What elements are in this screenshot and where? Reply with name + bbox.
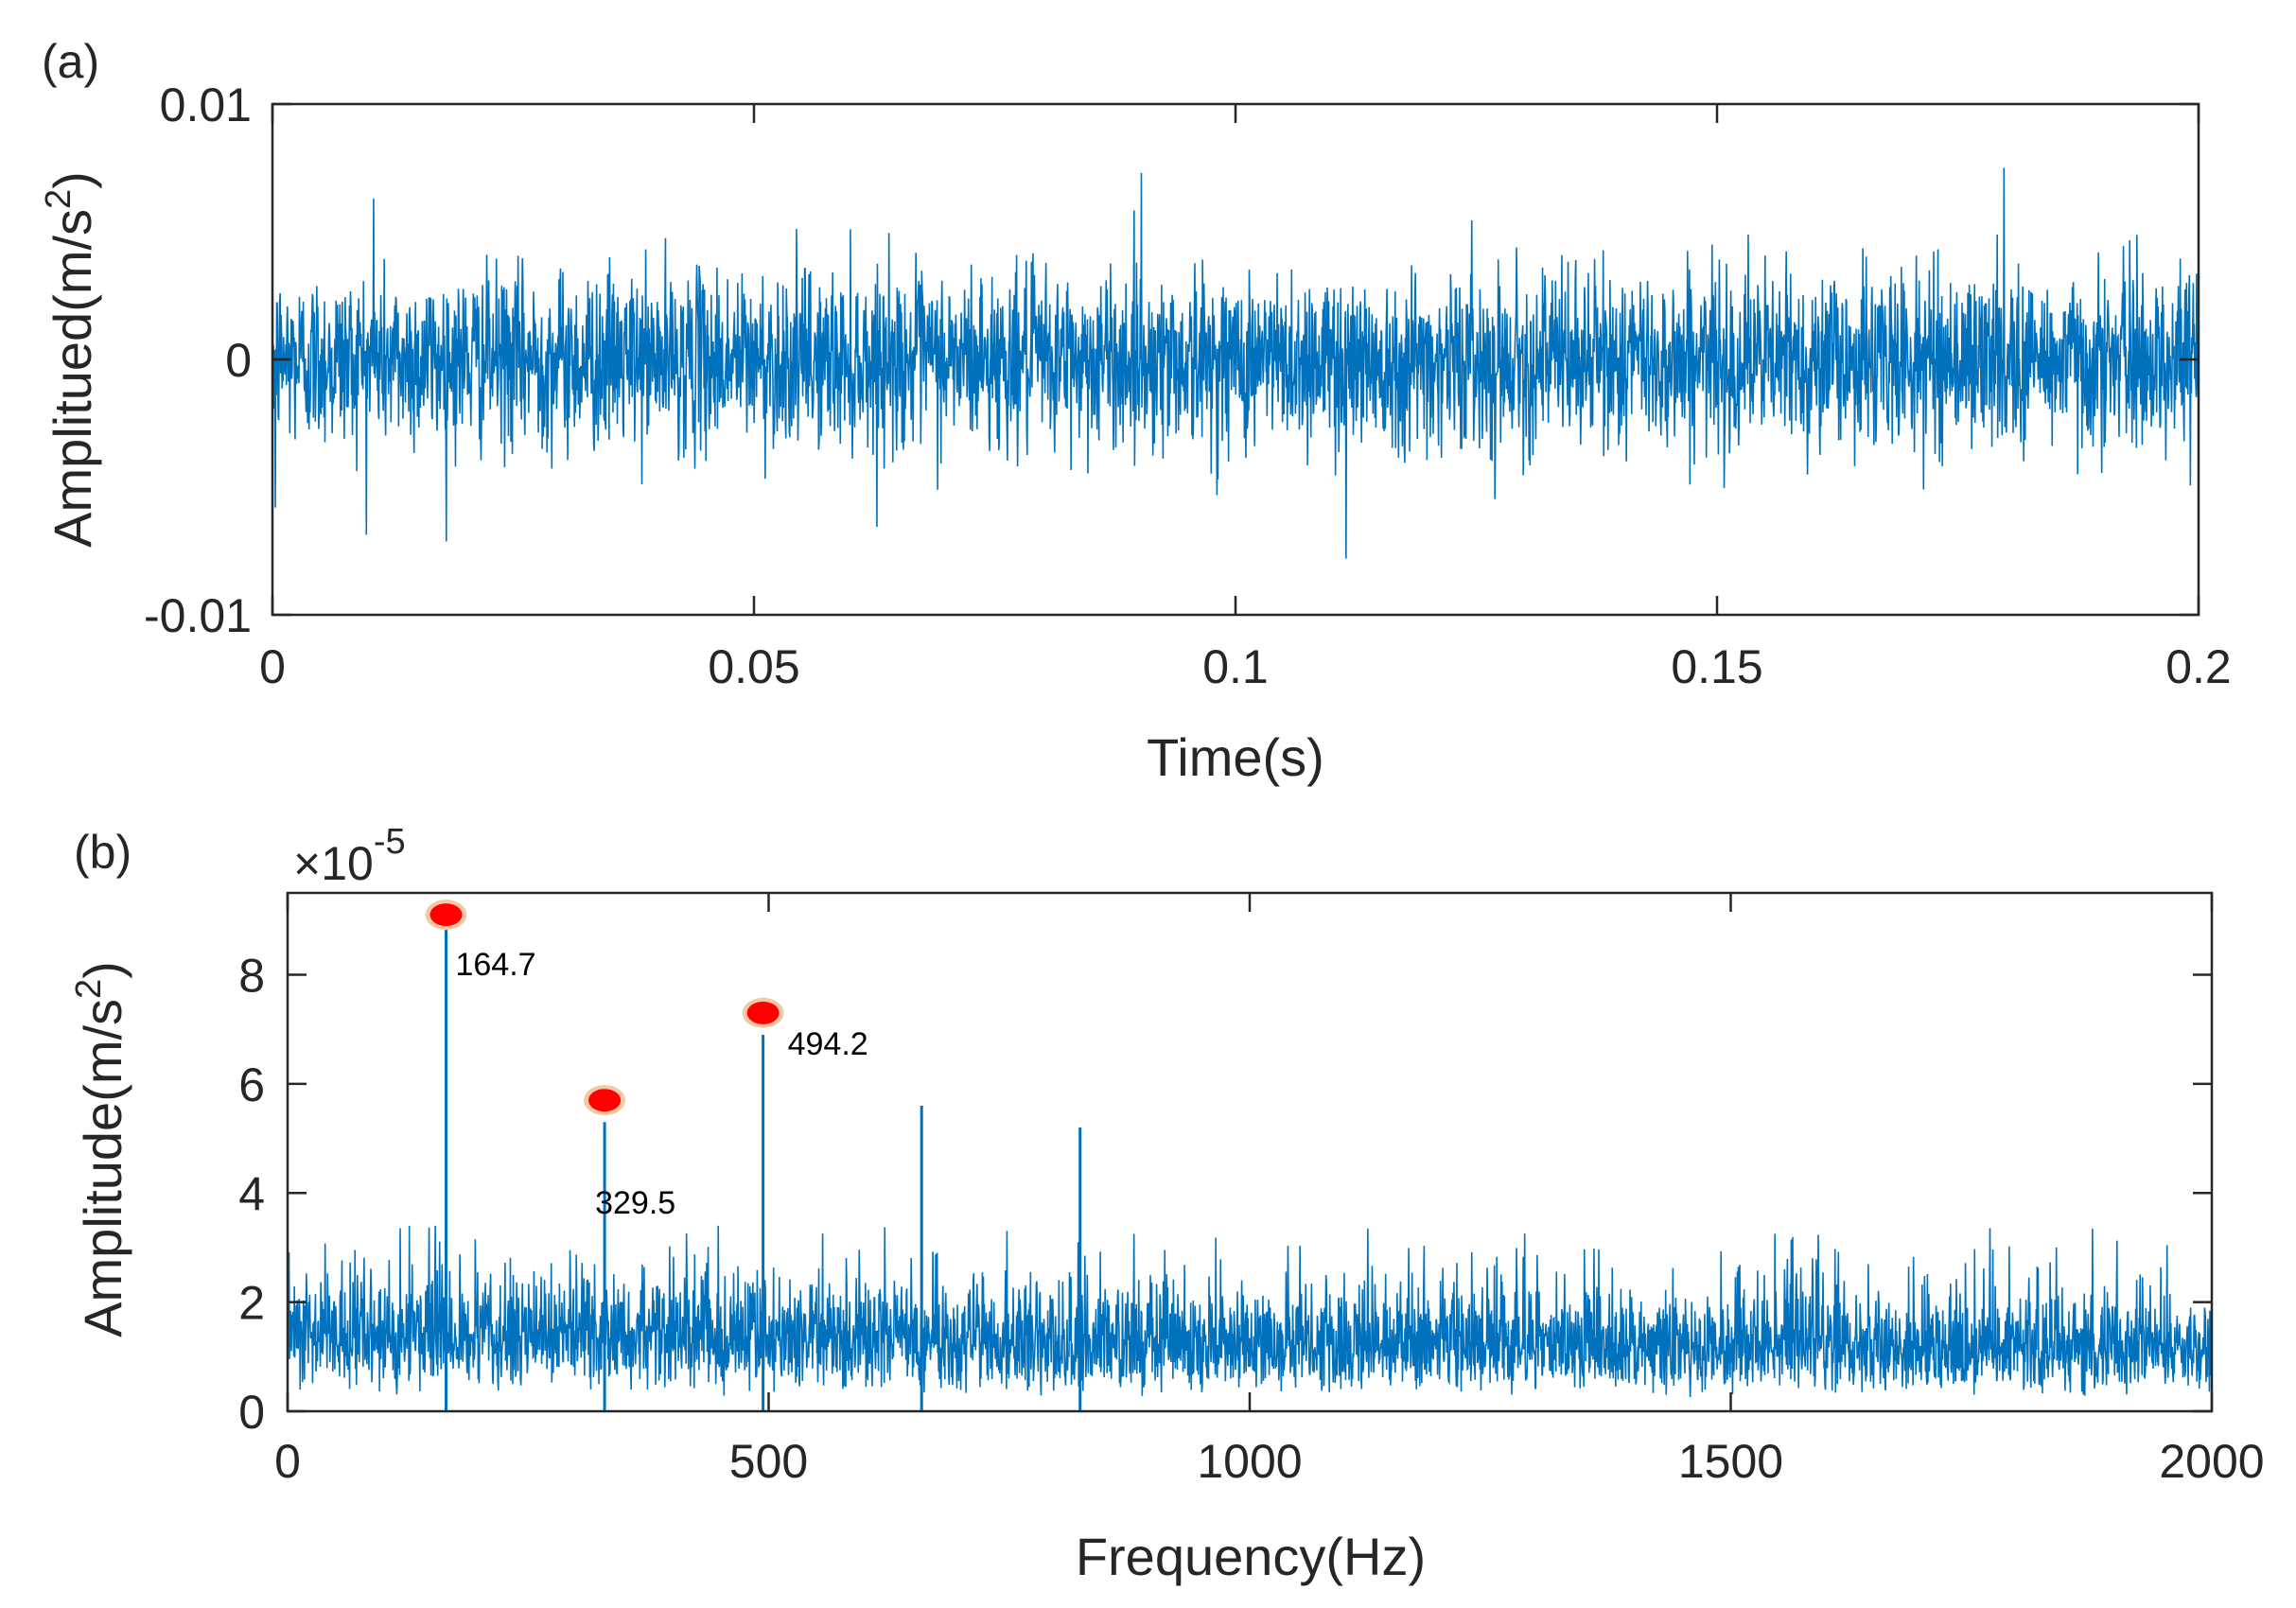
panel-b-x-tick-label: 500: [729, 1435, 808, 1488]
panel-a-y-axis-title: Amplitued(m/s2): [39, 171, 102, 548]
panel-b-x-tick-label: 0: [274, 1435, 301, 1488]
panel-a-x-axis-title: Time(s): [1147, 727, 1324, 787]
panel-b-y-tick-label: 4: [238, 1167, 265, 1220]
panel-b-axes-frame: [286, 891, 2214, 1413]
panel-a-axes-frame: [271, 102, 2200, 617]
panel-b-x-tick-label: 1000: [1197, 1435, 1302, 1488]
panel-b-y-title-base: Amplitude(m/s: [73, 999, 132, 1337]
panel-b-y-tick-label: 2: [238, 1277, 265, 1330]
panel-b-y-axis-title: Amplitude(m/s2): [69, 961, 132, 1337]
panel-b-y-tick-label: 6: [238, 1058, 265, 1111]
panel-a-x-tick-label: 0.2: [2165, 640, 2232, 693]
panel-a-y-tick-label: -0.01: [144, 589, 252, 642]
panel-b-peak-marker: [588, 1089, 622, 1112]
panel-b-peak-marker: [429, 903, 463, 927]
panel-a-y-title-sup: 2: [39, 189, 79, 209]
panel-b-exponent: ×10-5: [293, 822, 406, 890]
panel-b-exponent-base: ×10: [293, 837, 374, 890]
panel-a-y-title-end: ): [43, 171, 102, 189]
panel-b-x-axis-title: Frequency(Hz): [1076, 1527, 1426, 1586]
panel-a-y-title-base: Amplitued(m/s: [43, 209, 102, 548]
panel-b-peak-label: 164.7: [455, 947, 535, 983]
panel-b-peak-label: 329.5: [595, 1185, 675, 1221]
panel-b-spectrum-path: [288, 1225, 2212, 1397]
panel-b-x-tick-label: 2000: [2159, 1435, 2264, 1488]
panel-b-y-tick-label: 0: [238, 1386, 265, 1439]
panel-a-x-tick-label: 0.05: [708, 640, 799, 693]
panel-b-x-tick-label: 1500: [1678, 1435, 1783, 1488]
panel-b-peak-marker: [746, 1001, 780, 1024]
panel-a-x-tick-label: 0: [259, 640, 286, 693]
panel-a-y-tick-label: 0.01: [160, 79, 252, 131]
panel-a-label: (a): [42, 35, 99, 88]
panel-b: (b) ×10-5 0 500 1000 1500 2000 0 2 4 6 8 164.7 329…: [69, 822, 2265, 1586]
panel-b-tick-labels: 0 500 1000 1500 2000 0 2 4 6 8: [238, 950, 2264, 1488]
panel-a-signal-path: [272, 167, 2199, 559]
panel-b-spectrum-line: [288, 919, 2212, 1411]
panel-a-x-tick-label: 0.15: [1671, 640, 1762, 693]
panel-b-exponent-power: -5: [374, 822, 406, 862]
panel-b-y-title-end: ): [73, 961, 132, 979]
panel-a-signal-line: [272, 167, 2199, 559]
panel-b-peak-label: 494.2: [788, 1026, 868, 1062]
panel-b-label: (b): [74, 826, 131, 879]
panel-a-y-tick-label: 0: [225, 334, 252, 387]
panel-b-y-title-sup: 2: [69, 979, 109, 999]
panel-b-peak-markers: 164.7 329.5 494.2: [425, 900, 868, 1221]
panel-b-y-tick-label: 8: [238, 950, 265, 1003]
panel-a-x-tick-label: 0.1: [1202, 640, 1269, 693]
